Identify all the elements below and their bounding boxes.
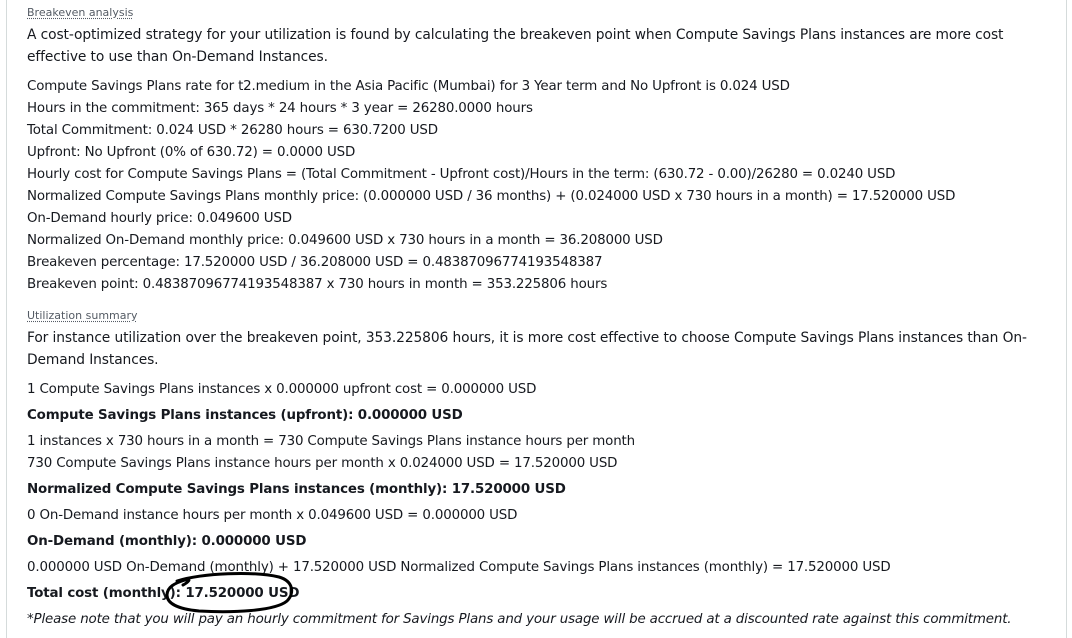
- instance-hours-line: 1 instances x 730 hours in a month = 730…: [27, 434, 635, 449]
- utilization-summary-heading[interactable]: Utilization summary: [27, 309, 138, 322]
- savings-plan-note: *Please note that you will pay an hourly…: [27, 612, 1012, 627]
- total-cost-line: Total cost (monthly): 17.520000 USD: [27, 583, 299, 605]
- ondemand-total-line: On-Demand (monthly): 0.000000 USD: [27, 534, 307, 549]
- hourly-cost-line: Hourly cost for Compute Savings Plans = …: [27, 167, 896, 182]
- savings-plan-rate-line: Compute Savings Plans rate for t2.medium…: [27, 79, 790, 94]
- monthly-calc-line: 730 Compute Savings Plans instance hours…: [27, 456, 618, 471]
- breakeven-intro: A cost-optimized strategy for your utili…: [27, 27, 1004, 65]
- total-cost-label: Total cost (monthly):: [27, 586, 181, 601]
- upfront-total-line: Compute Savings Plans instances (upfront…: [27, 408, 463, 423]
- breakeven-point-line: Breakeven point: 0.48387096774193548387 …: [27, 277, 608, 292]
- calculation-details-panel: Breakeven analysis A cost-optimized stra…: [6, 0, 1067, 638]
- normalized-ondemand-monthly-line: Normalized On-Demand monthly price: 0.04…: [27, 233, 663, 248]
- utilization-intro: For instance utilization over the breake…: [27, 330, 1027, 368]
- breakeven-percentage-line: Breakeven percentage: 17.520000 USD / 36…: [27, 255, 603, 270]
- total-commitment-line: Total Commitment: 0.024 USD * 26280 hour…: [27, 123, 438, 138]
- normalized-sp-monthly-line: Normalized Compute Savings Plans monthly…: [27, 189, 956, 204]
- ondemand-calc-line: 0 On-Demand instance hours per month x 0…: [27, 508, 518, 523]
- commitment-hours-line: Hours in the commitment: 365 days * 24 h…: [27, 101, 533, 116]
- upfront-line: Upfront: No Upfront (0% of 630.72) = 0.0…: [27, 145, 356, 160]
- breakeven-analysis-heading[interactable]: Breakeven analysis: [27, 6, 134, 19]
- monthly-total-line: Normalized Compute Savings Plans instanc…: [27, 482, 566, 497]
- sum-calc-line: 0.000000 USD On-Demand (monthly) + 17.52…: [27, 560, 891, 575]
- upfront-calc-line: 1 Compute Savings Plans instances x 0.00…: [27, 382, 537, 397]
- total-cost-value: 17.520000 USD: [185, 586, 300, 601]
- ondemand-hourly-line: On-Demand hourly price: 0.049600 USD: [27, 211, 292, 226]
